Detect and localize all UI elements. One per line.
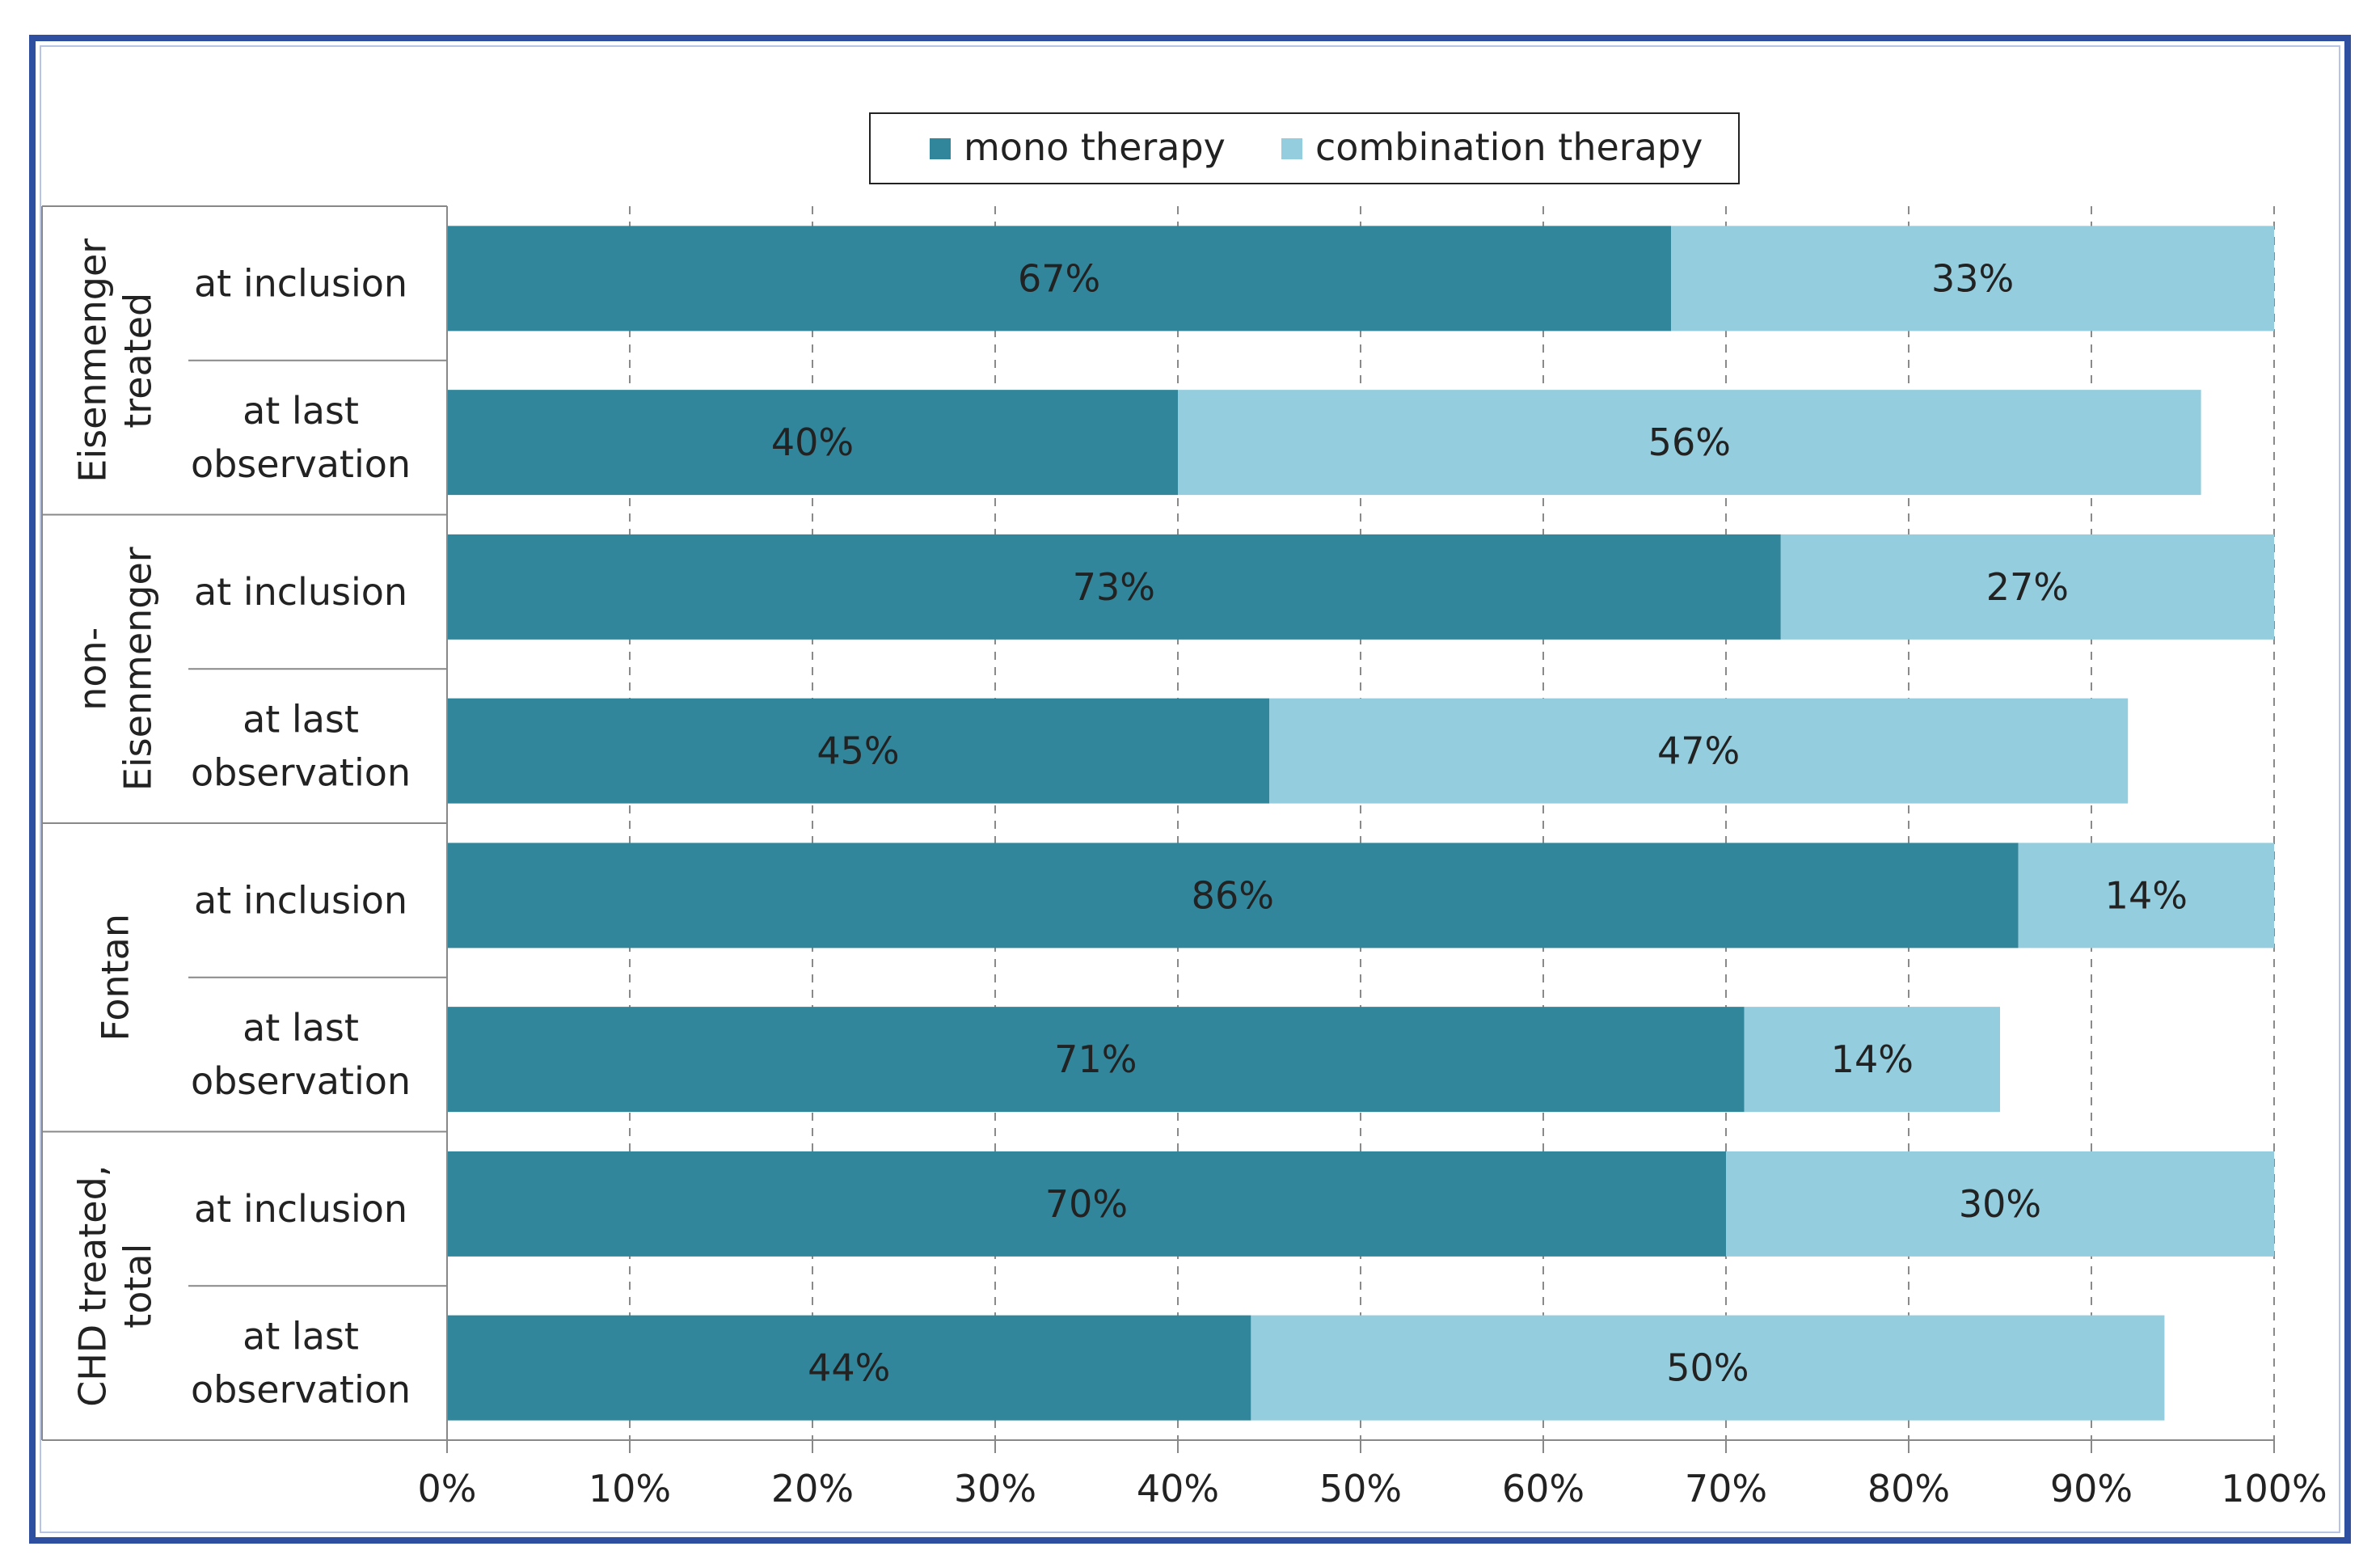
legend-label: mono therapy [964,125,1226,169]
data-label-mono: 86% [1192,873,1274,917]
data-label-combination: 14% [1831,1037,1914,1081]
x-tick-label: 30% [954,1467,1036,1510]
legend: mono therapy combination therapy [869,112,1740,184]
group-label: Eisenmengertreated [71,239,160,483]
x-tick-label: 40% [1137,1467,1219,1510]
row-label: at last observation [191,389,411,486]
x-tick-label: 90% [2050,1467,2133,1510]
data-label-mono: 45% [817,729,899,773]
bar-combination-therapy [1269,698,2129,804]
bar-combination-therapy [1780,534,2274,640]
row-label: at inclusion [194,261,407,305]
bar-combination-therapy [1726,1151,2274,1257]
row-label: at last observation [191,698,411,795]
bar-combination-therapy [1744,1007,2000,1113]
row-label: at inclusion [194,570,407,614]
x-tick-label: 70% [1685,1467,1767,1510]
data-label-combination: 30% [1959,1182,2041,1226]
data-label-mono: 73% [1073,565,1155,609]
data-label-mono: 71% [1054,1037,1137,1081]
data-label-mono: 40% [771,420,854,464]
row-label: at inclusion [194,878,407,922]
x-tick-label: 20% [771,1467,854,1510]
x-tick-label: 0% [418,1467,477,1510]
data-label-combination: 33% [1931,256,2014,300]
bar-mono-therapy [447,1315,1251,1421]
bar-mono-therapy [447,226,1672,332]
bar-mono-therapy [447,698,1269,804]
bar-mono-therapy [447,843,2019,948]
data-label-combination: 27% [1986,565,2069,609]
legend-label: combination therapy [1315,125,1703,169]
x-tick-label: 80% [1867,1467,1950,1510]
data-label-combination: 14% [2105,873,2188,917]
bar-combination-therapy [1671,226,2274,332]
legend-box [869,112,1740,184]
legend-swatch [930,138,951,159]
legend-swatch [1281,138,1302,159]
data-label-combination: 47% [1657,729,1740,773]
row-label: at inclusion [194,1187,407,1231]
x-tick-label: 100% [2221,1467,2327,1510]
inner-frame [40,45,2340,1533]
data-label-mono: 44% [808,1346,890,1390]
x-tick-label: 10% [589,1467,671,1510]
row-label: at last observation [191,1006,411,1103]
group-label: non-Eisenmenger [71,547,160,791]
data-label-mono: 70% [1045,1182,1128,1226]
data-label-combination: 56% [1648,420,1731,464]
bar-mono-therapy [447,390,1178,496]
bar-combination-therapy [1178,390,2201,496]
bar-combination-therapy [2018,843,2274,948]
x-tick-label: 60% [1502,1467,1585,1510]
outer-frame [29,35,2351,1544]
bars: 67% 33% 40% 56% 73% 27% 45% 47% 86% 14% 71% 14% 70% 3… [447,226,2274,1421]
data-label-combination: 50% [1666,1346,1749,1390]
bar-combination-therapy [1251,1315,2165,1421]
bar-mono-therapy [447,1007,1745,1113]
value-axis: 0% 10% 20% 30% 40% 50% 60% 70% 80% 90% 100% [418,206,2327,1510]
x-tick-label: 50% [1319,1467,1402,1510]
row-label: at last observation [191,1315,411,1412]
group-label: CHD treated,total [71,1165,160,1407]
bar-mono-therapy [447,1151,1726,1257]
category-axis: Eisenmengertreated at inclusion at last obs… [41,205,447,1441]
group-label: Fontan [94,914,137,1041]
bar-mono-therapy [447,534,1781,640]
data-label-mono: 67% [1018,256,1100,300]
